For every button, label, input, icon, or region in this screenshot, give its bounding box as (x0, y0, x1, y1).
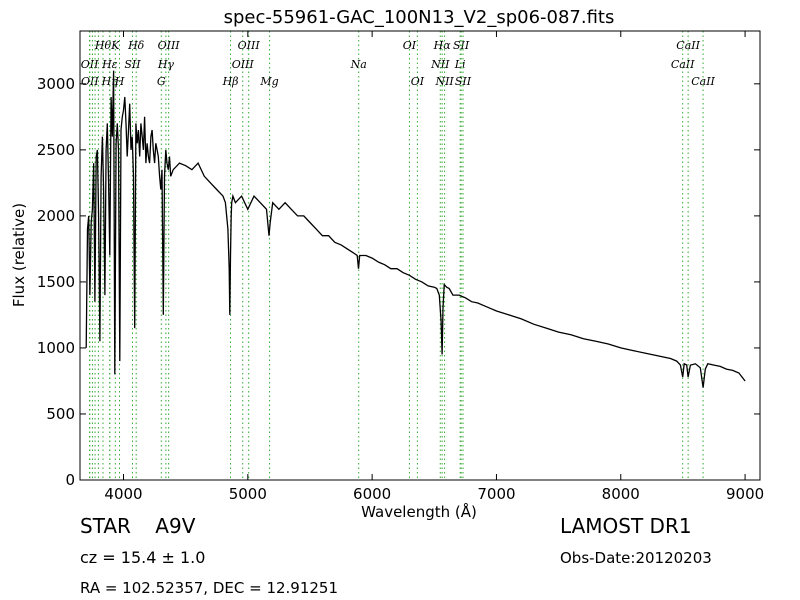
flux-series-line (85, 70, 746, 388)
line-label: Hβ (222, 75, 239, 88)
line-label: CaII (676, 39, 700, 52)
line-label: Mg (259, 75, 278, 88)
line-label: Na (350, 58, 367, 71)
x-tick-label: 5000 (229, 485, 267, 503)
line-label: SII (455, 75, 472, 88)
x-axis-label: Wavelength (Å) (361, 502, 477, 520)
line-label: Hθ (94, 39, 112, 52)
object-class-label: STAR (80, 514, 131, 538)
y-tick-label: 2000 (37, 207, 75, 225)
y-tick-label: 1500 (37, 273, 75, 291)
coordinates: RA = 102.52357, DEC = 12.91251 (80, 579, 339, 597)
line-label: H (114, 75, 125, 88)
x-axis-ticks: 4000 5000 6000 7000 8000 9000 (104, 31, 764, 503)
spectrum-chart: spec-55961-GAC_100N13_V2_sp06-087.fits O… (10, 7, 764, 520)
line-label: CaII (671, 58, 695, 71)
plot-frame (79, 30, 761, 481)
line-label: OI (411, 75, 425, 88)
redshift-value: cz = 15.4 ± 1.0 (80, 548, 206, 567)
x-tick-label: 9000 (726, 485, 764, 503)
line-label: OIII (158, 39, 181, 52)
y-tick-label: 500 (46, 405, 75, 423)
object-class: STAR A9V (80, 514, 195, 538)
line-label: K (110, 39, 120, 52)
line-label: Hα (433, 39, 452, 52)
x-tick-label: 4000 (104, 485, 142, 503)
line-label: SII (453, 39, 470, 52)
line-label: Hε (101, 58, 118, 71)
line-label: OIII (232, 58, 255, 71)
y-tick-label: 3000 (37, 75, 75, 93)
line-label: G (157, 75, 166, 88)
x-tick-label: 8000 (602, 485, 640, 503)
x-tick-label: 7000 (477, 485, 515, 503)
y-tick-label: 0 (65, 471, 75, 489)
line-label: CaII (691, 75, 715, 88)
line-label: OI (403, 39, 417, 52)
y-axis-label: Flux (relative) (10, 203, 28, 307)
line-label: NII (430, 58, 450, 71)
line-label: OIII (238, 39, 261, 52)
observation-date: Obs-Date:20120203 (560, 549, 712, 567)
line-label: Hδ (127, 39, 145, 52)
line-label: Li (454, 58, 466, 71)
line-label: OII (81, 75, 99, 88)
emission-line-markers: OIIOIIHθHηKHεHSIIHδGHγOIIIHβOIIIOIIIMgNa… (81, 31, 716, 480)
line-label: OII (81, 58, 99, 71)
survey-name: LAMOST DR1 (560, 514, 692, 538)
y-tick-label: 1000 (37, 339, 75, 357)
x-tick-label: 6000 (353, 485, 391, 503)
chart-title: spec-55961-GAC_100N13_V2_sp06-087.fits (224, 7, 615, 28)
line-label: SII (124, 58, 141, 71)
object-subclass-label: A9V (155, 514, 196, 538)
line-label: NII (434, 75, 454, 88)
y-axis-ticks: 0 500 1000 1500 2000 2500 3000 (37, 75, 760, 489)
line-label: Hγ (157, 58, 175, 71)
y-tick-label: 2500 (37, 141, 75, 159)
